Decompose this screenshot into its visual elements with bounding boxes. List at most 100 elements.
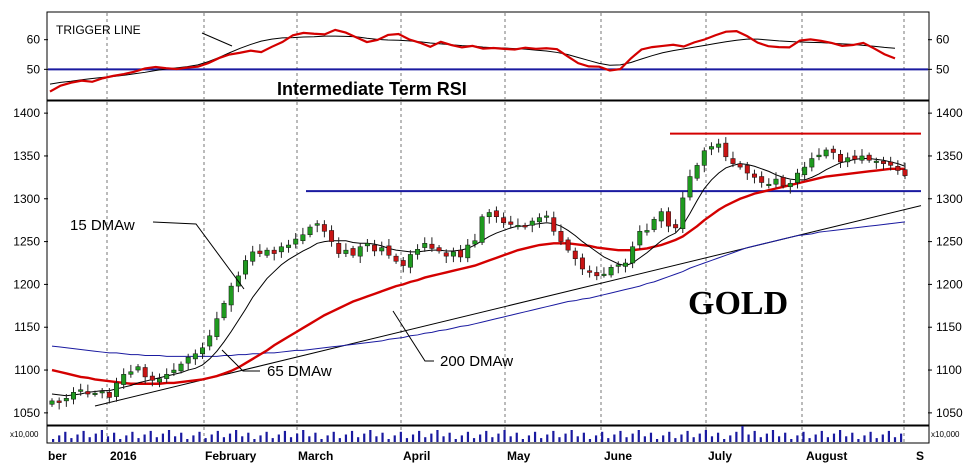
candle-body: [329, 230, 335, 242]
volume-bar: [375, 436, 378, 442]
volume-bar: [332, 431, 335, 442]
candle-body: [881, 160, 886, 164]
volume-bar: [338, 438, 341, 442]
candle: [465, 239, 471, 263]
volume-bar: [777, 436, 781, 442]
candle-body: [615, 264, 621, 267]
volume-bar: [405, 438, 409, 442]
candle: [809, 152, 815, 172]
candle: [594, 266, 600, 281]
volume-bar: [845, 436, 848, 442]
volume-bar: [485, 430, 488, 442]
candle-body: [716, 143, 722, 148]
candle: [759, 171, 765, 188]
candle: [680, 191, 686, 234]
candle: [142, 364, 148, 384]
volume-bar: [515, 432, 518, 442]
candle: [651, 216, 657, 233]
candle: [795, 168, 800, 189]
volume-bar: [613, 434, 616, 442]
candle-body: [192, 353, 198, 360]
volume-bar: [350, 430, 354, 442]
candle: [106, 388, 112, 404]
candle-body: [873, 160, 879, 163]
dmaw15-pointer: [152, 221, 245, 290]
candle-body: [472, 240, 478, 245]
x-tick-label: August: [806, 449, 847, 463]
volume-bar: [277, 434, 280, 442]
candle-body: [680, 197, 686, 229]
volume-bar: [887, 430, 890, 442]
volume-bar: [235, 430, 238, 442]
price-tick-label-left: 1300: [13, 192, 40, 206]
candle: [744, 161, 750, 180]
candle-body: [149, 375, 155, 381]
candle-body: [286, 244, 292, 248]
candle-body: [142, 367, 148, 378]
candle-body: [644, 230, 650, 233]
volume-bar: [631, 433, 634, 442]
candle-body: [121, 374, 127, 385]
candle: [357, 243, 363, 263]
candle: [243, 255, 249, 280]
volume-bar: [198, 431, 201, 442]
candle: [508, 215, 514, 229]
candle: [214, 311, 220, 341]
candle: [121, 368, 127, 389]
candle-body: [630, 246, 636, 264]
candle-body: [343, 249, 349, 254]
volume-bar: [131, 431, 134, 442]
volume-bar: [741, 426, 744, 442]
volume-bar: [192, 435, 195, 442]
volume-bar: [283, 430, 287, 442]
candle: [400, 257, 406, 273]
candle: [364, 239, 370, 252]
volume-bar: [552, 430, 555, 442]
candle-body: [587, 270, 593, 273]
volume-bar: [509, 436, 512, 442]
volume-bar: [753, 430, 756, 442]
candle-body: [321, 224, 327, 232]
candle-body: [307, 226, 313, 235]
candle-body: [128, 371, 134, 375]
candle: [873, 157, 879, 169]
volume-bar: [161, 433, 165, 442]
candle-body: [866, 154, 872, 161]
candle: [572, 247, 578, 266]
volume-bar: [326, 435, 329, 442]
volume-bar: [723, 439, 726, 442]
volume-bar: [82, 430, 85, 442]
candle-body: [687, 176, 693, 198]
candle: [293, 233, 299, 249]
volume-bar: [222, 437, 226, 442]
candle: [902, 162, 908, 180]
candle-body: [243, 260, 249, 275]
candle-body: [364, 243, 370, 247]
candle: [329, 225, 335, 247]
rsi-panel-title: Intermediate Term RSI: [277, 79, 467, 99]
volume-bar: [601, 431, 604, 442]
volume-bar: [576, 436, 579, 442]
volume-bar: [649, 432, 653, 442]
candle-body: [278, 246, 284, 253]
volume-bar: [460, 435, 463, 442]
candle-body: [665, 211, 671, 227]
volume-bar: [466, 431, 470, 442]
candle-body: [379, 247, 385, 252]
price-tick-label-right: 1400: [936, 106, 963, 120]
candle-body: [565, 239, 571, 251]
candle: [479, 214, 485, 246]
price-tick-label-left: 1350: [13, 149, 40, 163]
candle-body: [787, 183, 793, 188]
candle-body: [99, 391, 105, 394]
candle-body: [708, 146, 714, 150]
candle: [515, 218, 521, 230]
candle: [114, 377, 119, 402]
volume-bar: [210, 434, 213, 442]
x-tick-label: 2016: [110, 449, 137, 463]
volume-bar: [241, 436, 244, 442]
volume-bar: [808, 438, 811, 442]
volume-bar: [546, 434, 549, 442]
volume-bar: [771, 430, 775, 442]
